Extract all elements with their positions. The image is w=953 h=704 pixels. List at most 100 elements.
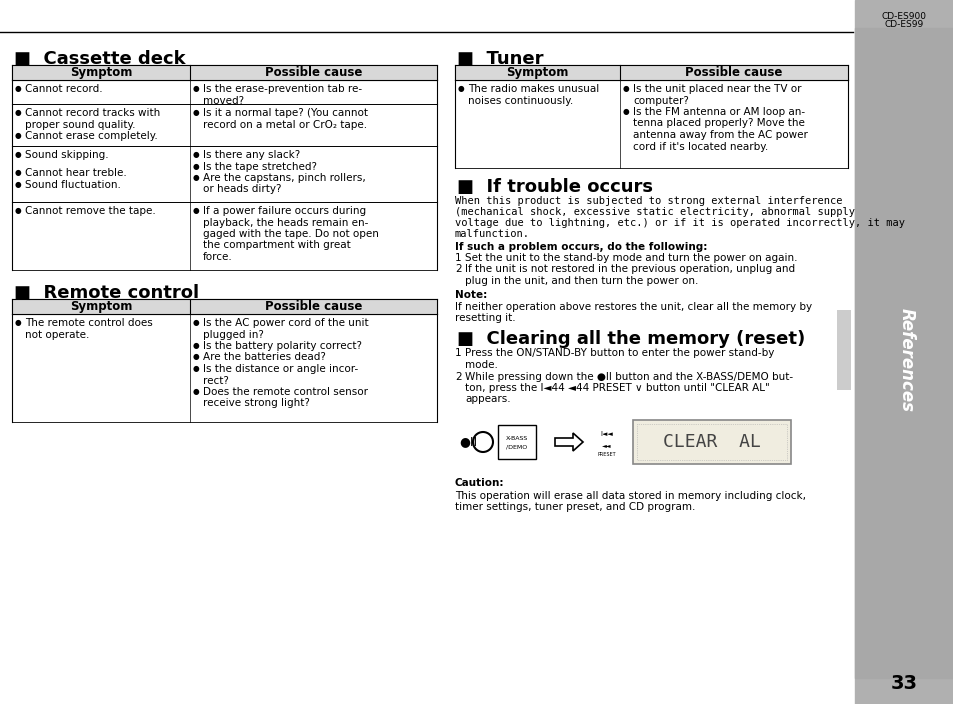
Text: force.: force. — [203, 252, 233, 262]
Bar — [637, 424, 786, 460]
Text: While pressing down the ●II button and the X-BASS/DEMO but-: While pressing down the ●II button and t… — [464, 372, 792, 382]
Text: Caution:: Caution: — [455, 478, 504, 488]
Text: References: References — [897, 308, 915, 412]
Text: ●: ● — [193, 364, 199, 373]
Text: Is the AC power cord of the unit: Is the AC power cord of the unit — [203, 318, 368, 328]
Text: Possible cause: Possible cause — [265, 300, 362, 313]
Text: ●: ● — [15, 206, 22, 215]
Bar — [854, 0, 953, 704]
Text: tenna placed properly? Move the: tenna placed properly? Move the — [633, 118, 804, 129]
Bar — [595, 420, 618, 468]
Text: 1: 1 — [455, 348, 461, 358]
Text: Are the batteries dead?: Are the batteries dead? — [203, 353, 326, 363]
Bar — [633, 420, 790, 464]
Text: record on a metal or CrO₂ tape.: record on a metal or CrO₂ tape. — [203, 120, 367, 130]
Text: mode.: mode. — [464, 360, 497, 370]
Text: Is it a normal tape? (You cannot: Is it a normal tape? (You cannot — [203, 108, 368, 118]
FancyBboxPatch shape — [497, 425, 536, 459]
Text: This operation will erase all data stored in memory including clock,: This operation will erase all data store… — [455, 491, 805, 501]
Text: ◄◄: ◄◄ — [601, 444, 611, 448]
Text: ●: ● — [193, 341, 199, 350]
Text: ●: ● — [193, 150, 199, 159]
Text: Cannot hear treble.: Cannot hear treble. — [25, 168, 127, 178]
Text: ■  Clearing all the memory (reset): ■ Clearing all the memory (reset) — [456, 330, 804, 348]
Text: ●: ● — [622, 107, 629, 116]
Text: ●: ● — [15, 150, 22, 159]
Text: ●: ● — [193, 84, 199, 93]
Text: ●: ● — [193, 318, 199, 327]
Text: 1: 1 — [455, 253, 461, 263]
Bar — [455, 65, 847, 80]
Text: 2: 2 — [455, 372, 461, 382]
Text: Is the battery polarity correct?: Is the battery polarity correct? — [203, 341, 361, 351]
Text: or heads dirty?: or heads dirty? — [203, 184, 281, 194]
Text: ■  Cassette deck: ■ Cassette deck — [14, 50, 186, 68]
Text: ●: ● — [457, 84, 464, 93]
Text: Press the ON/STAND-BY button to enter the power stand-by: Press the ON/STAND-BY button to enter th… — [464, 348, 774, 358]
Text: ●: ● — [193, 206, 199, 215]
Text: ●: ● — [193, 353, 199, 361]
Text: ■  If trouble occurs: ■ If trouble occurs — [456, 178, 652, 196]
Text: proper sound quality.: proper sound quality. — [25, 120, 135, 130]
Text: (mechanical shock, excessive static electricity, abnormal supply: (mechanical shock, excessive static elec… — [455, 207, 854, 217]
Text: Cannot record tracks with: Cannot record tracks with — [25, 108, 160, 118]
Text: Cannot remove the tape.: Cannot remove the tape. — [25, 206, 155, 216]
Bar — [854, 28, 953, 678]
Text: ●II: ●II — [458, 436, 476, 448]
Text: ton, press the I◄44 ◄44 PRESET ∨ button until "CLEAR AL": ton, press the I◄44 ◄44 PRESET ∨ button … — [464, 383, 769, 393]
Text: the compartment with great: the compartment with great — [203, 241, 351, 251]
Text: ■  Tuner: ■ Tuner — [456, 50, 543, 68]
Text: Is the FM antenna or AM loop an-: Is the FM antenna or AM loop an- — [633, 107, 804, 117]
Text: appears.: appears. — [464, 394, 510, 405]
Text: Is the unit placed near the TV or: Is the unit placed near the TV or — [633, 84, 801, 94]
Text: CD-ES99: CD-ES99 — [884, 20, 923, 29]
Text: Possible cause: Possible cause — [265, 66, 362, 79]
Text: If neither operation above restores the unit, clear all the memory by: If neither operation above restores the … — [455, 301, 811, 311]
Text: rect?: rect? — [203, 375, 229, 386]
Bar — [836, 310, 850, 390]
Text: ●: ● — [15, 108, 22, 117]
Text: ●: ● — [15, 318, 22, 327]
Text: Is the tape stretched?: Is the tape stretched? — [203, 161, 316, 172]
Bar — [12, 299, 436, 314]
Text: Cannot record.: Cannot record. — [25, 84, 103, 94]
Text: Sound fluctuation.: Sound fluctuation. — [25, 180, 121, 190]
Text: receive strong light?: receive strong light? — [203, 398, 310, 408]
Text: CLEAR  AL: CLEAR AL — [662, 433, 760, 451]
Text: resetting it.: resetting it. — [455, 313, 515, 323]
Text: /DEMO: /DEMO — [506, 444, 527, 449]
Text: CD-ES900: CD-ES900 — [882, 12, 926, 21]
Text: playback, the heads remain en-: playback, the heads remain en- — [203, 218, 368, 227]
Text: The radio makes unusual: The radio makes unusual — [468, 84, 598, 94]
Bar — [12, 65, 436, 80]
Text: ●: ● — [15, 168, 22, 177]
Text: antenna away from the AC power: antenna away from the AC power — [633, 130, 807, 140]
Text: If the unit is not restored in the previous operation, unplug and: If the unit is not restored in the previ… — [464, 265, 794, 275]
Text: I◄◄: I◄◄ — [600, 431, 613, 437]
Text: ●: ● — [193, 387, 199, 396]
FancyArrow shape — [555, 433, 582, 451]
Text: Are the capstans, pinch rollers,: Are the capstans, pinch rollers, — [203, 173, 365, 183]
Text: plug in the unit, and then turn the power on.: plug in the unit, and then turn the powe… — [464, 276, 698, 286]
Text: Possible cause: Possible cause — [684, 66, 781, 79]
Text: noises continuously.: noises continuously. — [468, 96, 573, 106]
Text: Is the erase-prevention tab re-: Is the erase-prevention tab re- — [203, 84, 362, 94]
Text: ●: ● — [193, 108, 199, 117]
Text: ●: ● — [622, 84, 629, 93]
Text: Symptom: Symptom — [70, 300, 132, 313]
Text: plugged in?: plugged in? — [203, 329, 264, 339]
Text: ●: ● — [15, 180, 22, 189]
Text: ■  Remote control: ■ Remote control — [14, 284, 199, 302]
Text: ●: ● — [15, 84, 22, 93]
Text: malfunction.: malfunction. — [455, 229, 530, 239]
Text: Cannot erase completely.: Cannot erase completely. — [25, 131, 157, 141]
Text: not operate.: not operate. — [25, 329, 90, 339]
Text: When this product is subjected to strong external interference: When this product is subjected to strong… — [455, 196, 841, 206]
Text: Is there any slack?: Is there any slack? — [203, 150, 300, 160]
Text: voltage due to lightning, etc.) or if it is operated incorrectly, it may: voltage due to lightning, etc.) or if it… — [455, 218, 904, 228]
Text: ●: ● — [15, 131, 22, 140]
Text: 2: 2 — [455, 265, 461, 275]
Text: Note:: Note: — [455, 289, 487, 299]
Text: moved?: moved? — [203, 96, 244, 106]
Text: timer settings, tuner preset, and CD program.: timer settings, tuner preset, and CD pro… — [455, 503, 695, 513]
